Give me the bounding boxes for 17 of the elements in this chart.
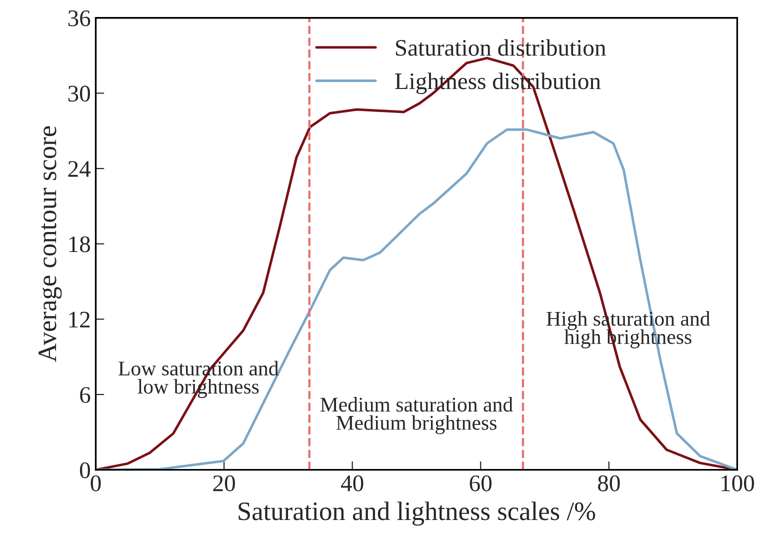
y-axis-title: Average contour score	[38, 126, 62, 362]
y-tick-label: 36	[68, 10, 90, 26]
x-axis-title: Saturation and lightness scales /%	[238, 502, 596, 526]
y-tick-label: 6	[80, 387, 90, 403]
x-tick-label: 0	[90, 475, 101, 492]
legend-label: Saturation distribution	[396, 39, 606, 56]
y-tick-label: 24	[68, 161, 91, 177]
y-tick-label: 12	[69, 312, 90, 328]
x-tick-label: 80	[598, 475, 620, 492]
y-tick-label: 30	[68, 86, 90, 102]
annotation: Medium saturation and Medium brightness	[320, 397, 513, 434]
x-tick-label: 40	[340, 475, 364, 492]
x-tick-label: 20	[213, 475, 235, 492]
x-tick-label: 100	[722, 475, 754, 492]
x-tick-label: 60	[470, 475, 492, 492]
y-tick-label: 0	[80, 462, 90, 478]
y-tick-label: 18	[69, 236, 90, 252]
